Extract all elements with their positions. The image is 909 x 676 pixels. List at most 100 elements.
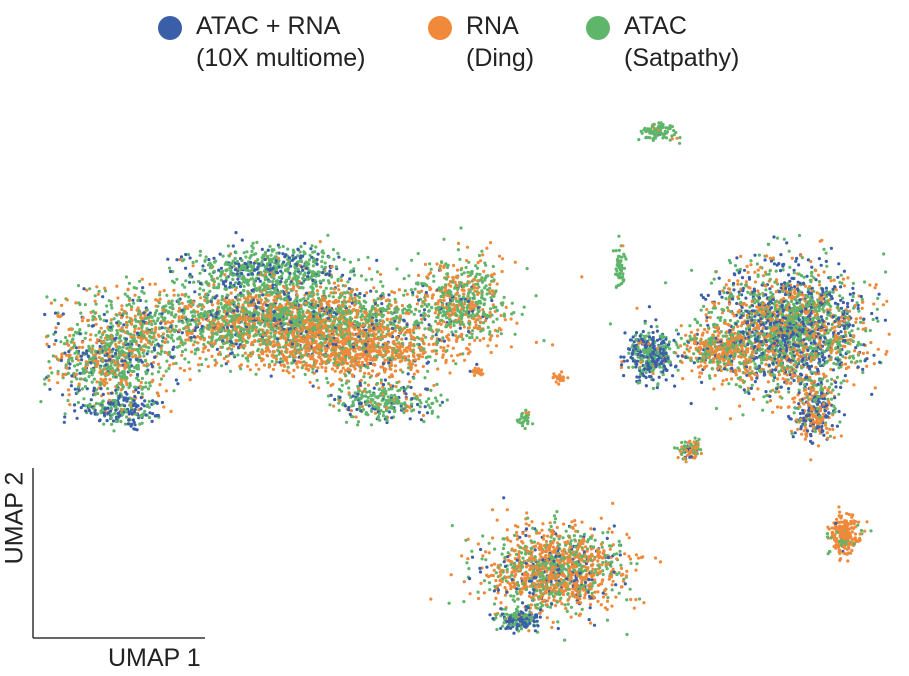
scatter-point [194,326,198,330]
scatter-point [146,349,150,353]
scatter-point [121,412,125,416]
scatter-point [375,312,379,317]
scatter-point [250,249,254,253]
scatter-point [476,279,480,283]
scatter-point [93,412,97,416]
scatter-point [312,318,316,322]
scatter-point [76,284,81,288]
scatter-point [161,306,165,310]
scatter-point [122,323,126,327]
scatter-point [193,340,197,344]
scatter-point [466,270,470,274]
scatter-point [279,357,283,361]
scatter-point [345,290,349,294]
scatter-point [128,369,132,373]
scatter-point [133,330,137,334]
scatter-point [474,325,478,329]
scatter-point [383,370,387,374]
scatter-point [145,362,149,366]
scatter-point [253,295,257,299]
scatter-point [428,287,432,292]
scatter-point [364,353,368,357]
scatter-point [144,370,148,374]
scatter-point [129,411,133,415]
scatter-point [191,300,195,304]
scatter-point [136,298,140,303]
scatter-point [326,324,330,328]
scatter-point [124,275,129,279]
scatter-point [295,330,299,334]
scatter-point [318,355,322,359]
scatter-point [171,306,175,310]
scatter-point [294,289,298,293]
scatter-point [459,314,463,318]
scatter-point [62,342,67,346]
scatter-point [393,329,398,333]
scatter-point [444,360,448,365]
scatter-point [152,401,156,405]
scatter-point [332,333,336,337]
scatter-point [246,364,250,368]
scatter-point [372,326,376,330]
scatter-point [107,366,111,370]
scatter-point [334,343,338,347]
scatter-point [341,366,345,370]
scatter-point [478,338,482,342]
scatter-point [386,356,390,360]
scatter-point [492,294,496,298]
scatter-point [208,272,212,276]
scatter-point [432,279,436,283]
scatter-point [265,340,269,344]
scatter-point [293,341,297,346]
scatter-point [334,307,338,311]
scatter-point [471,283,476,287]
scatter-point [405,323,409,327]
scatter-point [109,416,113,420]
scatter-point [398,317,403,321]
scatter-point [383,358,387,362]
scatter-point [479,321,483,325]
scatter-point [362,304,366,309]
scatter-point [358,356,362,360]
scatter-point [427,323,431,327]
scatter-point [69,346,74,350]
scatter-point [96,338,100,342]
scatter-point [298,310,302,314]
scatter-point [396,353,401,357]
scatter-point [355,287,359,291]
scatter-point [170,333,174,337]
scatter-point [374,309,378,313]
scatter-point [274,343,278,347]
scatter-point [288,329,293,333]
scatter-point [107,355,111,359]
scatter-point [386,311,390,315]
scatter-point [246,291,250,296]
scatter-point [324,286,328,290]
scatter-point [153,313,157,317]
scatter-point [134,405,138,409]
scatter-point [264,314,268,318]
scatter-point [237,317,241,321]
scatter-point [367,337,371,341]
scatter-point [267,306,271,310]
scatter-point [232,312,236,316]
scatter-point [89,398,93,402]
scatter-point [217,282,221,286]
scatter-point [509,317,513,321]
scatter-point [371,312,375,316]
scatter-point [278,360,282,364]
scatter-point [147,346,151,350]
scatter-point [332,363,336,367]
scatter-point [164,308,168,313]
scatter-point [270,359,274,364]
scatter-point [59,340,63,344]
scatter-point [286,343,290,347]
scatter-point [389,303,393,307]
scatter-point [191,264,195,268]
scatter-point [455,339,459,343]
scatter-point [312,346,316,350]
scatter-point [470,269,474,274]
scatter-point [107,328,111,332]
scatter-point [53,298,57,302]
scatter-point [92,389,96,393]
